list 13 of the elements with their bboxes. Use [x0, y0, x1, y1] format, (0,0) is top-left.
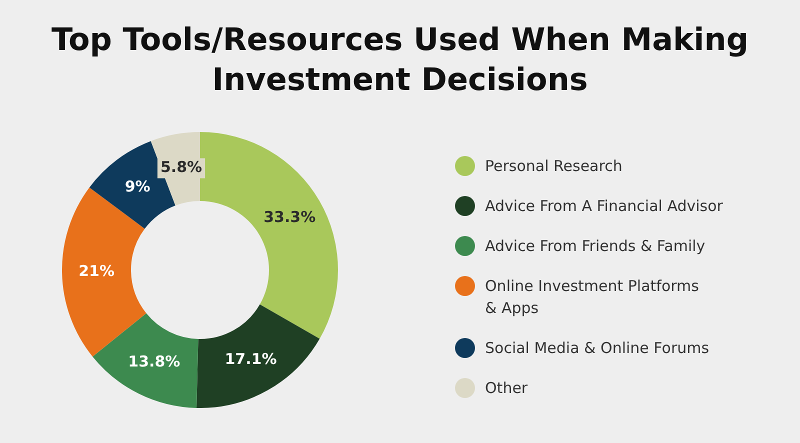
legend-label: Advice From A Financial Advisor	[485, 196, 723, 217]
legend-label: Personal Research	[485, 156, 622, 177]
legend-label: Online Investment Platforms & Apps	[485, 276, 700, 319]
data-label: 21%	[78, 262, 114, 280]
legend-label: Other	[485, 378, 528, 399]
data-label: 9%	[124, 177, 150, 196]
data-label: 5.8%	[160, 158, 202, 176]
data-label: 17.1%	[224, 350, 277, 368]
legend-label: Social Media & Online Forums	[485, 338, 710, 359]
legend-label: Advice From Friends & Family	[485, 236, 706, 257]
chart-title: Top Tools/Resources Used When Making Investment Decisions	[50, 21, 750, 100]
data-label: 13.8%	[128, 352, 180, 371]
data-label: 33.3%	[264, 208, 316, 226]
